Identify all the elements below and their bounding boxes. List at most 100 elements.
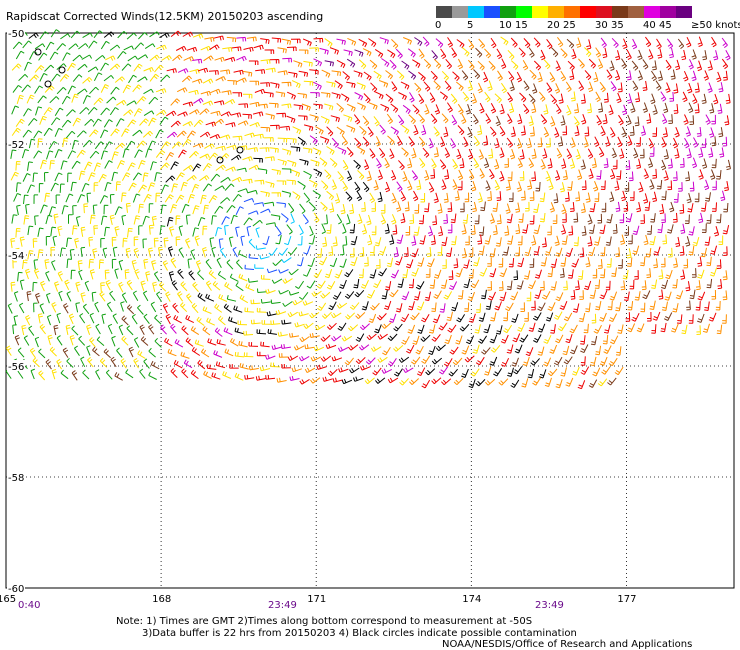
color-swatch bbox=[612, 6, 628, 18]
wind-barb bbox=[255, 227, 260, 238]
wind-barb bbox=[118, 324, 124, 336]
wind-barb bbox=[458, 289, 464, 300]
wind-barb bbox=[711, 114, 716, 125]
wind-barb bbox=[407, 180, 413, 191]
wind-barb bbox=[131, 313, 138, 325]
wind-barb bbox=[710, 245, 718, 255]
wind-barb bbox=[290, 213, 295, 224]
wind-barb bbox=[202, 225, 208, 236]
wind-barb bbox=[238, 340, 248, 348]
wind-barb bbox=[155, 192, 161, 203]
wind-barb bbox=[395, 48, 403, 59]
wind-barb bbox=[253, 202, 265, 207]
wind-barb bbox=[264, 91, 274, 98]
wind-barb bbox=[221, 90, 232, 96]
wind-barb bbox=[691, 70, 697, 82]
wind-barb bbox=[572, 366, 580, 376]
plot-frame bbox=[5, 32, 735, 589]
wind-barb bbox=[50, 117, 61, 126]
wind-barb bbox=[420, 334, 431, 342]
wind-barb bbox=[369, 246, 375, 256]
wind-barb bbox=[121, 292, 128, 303]
wind-barb bbox=[111, 236, 117, 247]
wind-barb bbox=[526, 137, 532, 149]
wind-barb bbox=[77, 63, 88, 71]
wind-barb bbox=[601, 202, 607, 213]
wind-barb bbox=[103, 119, 113, 128]
wind-barb bbox=[385, 70, 393, 80]
wind-barb bbox=[510, 379, 520, 388]
wind-barb bbox=[569, 324, 578, 334]
wind-barb bbox=[579, 247, 585, 258]
wind-barb bbox=[275, 91, 286, 98]
wind-barb bbox=[374, 237, 382, 247]
wind-barb bbox=[139, 324, 145, 335]
wind-barb bbox=[367, 126, 374, 137]
color-scale-label: 0 bbox=[435, 20, 441, 31]
wind-barb bbox=[253, 157, 263, 163]
wind-barb bbox=[650, 213, 656, 223]
wind-barb bbox=[489, 168, 495, 180]
wind-barb bbox=[133, 215, 141, 225]
wind-barb bbox=[33, 194, 39, 204]
wind-barb bbox=[553, 311, 563, 320]
wind-barb bbox=[549, 72, 556, 83]
wind-barb bbox=[177, 111, 188, 117]
wind-barb bbox=[465, 235, 470, 246]
wind-barb bbox=[275, 234, 282, 245]
wind-barb bbox=[33, 259, 39, 270]
wind-barb bbox=[624, 182, 630, 192]
wind-barb bbox=[562, 345, 570, 356]
wind-barb bbox=[66, 357, 74, 368]
wind-barb bbox=[186, 46, 198, 53]
wind-barb bbox=[422, 147, 430, 158]
wind-barb bbox=[99, 195, 109, 204]
wind-barb bbox=[401, 147, 409, 157]
wind-barb bbox=[161, 55, 172, 61]
wind-barb bbox=[344, 291, 355, 299]
wind-barb bbox=[173, 314, 182, 324]
wind-barb bbox=[56, 43, 67, 51]
wind-barb bbox=[487, 291, 496, 301]
wind-barb bbox=[339, 245, 345, 256]
wind-barb bbox=[453, 258, 459, 269]
wind-barb bbox=[23, 108, 32, 117]
wind-barb bbox=[181, 203, 190, 213]
wind-barb bbox=[248, 164, 260, 171]
wind-barb bbox=[660, 91, 667, 102]
wind-barb bbox=[260, 82, 270, 87]
wind-barb bbox=[652, 60, 657, 71]
wind-barb bbox=[579, 290, 584, 300]
wind-barb bbox=[133, 63, 143, 72]
wind-barb bbox=[403, 247, 409, 257]
color-swatch bbox=[628, 6, 644, 18]
wind-barb bbox=[387, 135, 395, 146]
wind-barb bbox=[561, 158, 567, 169]
wind-barb bbox=[206, 364, 217, 370]
wind-barb bbox=[256, 351, 267, 357]
wind-barb bbox=[216, 339, 226, 346]
wind-barb bbox=[82, 369, 90, 380]
wind-barb bbox=[88, 40, 98, 49]
wind-barb bbox=[361, 201, 366, 212]
wind-barb bbox=[39, 115, 47, 125]
wind-barb bbox=[489, 126, 497, 137]
wind-barb bbox=[290, 146, 301, 152]
wind-barb bbox=[197, 292, 206, 302]
wind-barb bbox=[247, 147, 258, 153]
wind-barb bbox=[16, 94, 24, 105]
wind-barb bbox=[404, 201, 410, 212]
wind-barb bbox=[37, 138, 43, 148]
wind-barb bbox=[19, 279, 25, 290]
wind-barb bbox=[277, 331, 288, 337]
wind-barb bbox=[464, 355, 475, 363]
wind-barb bbox=[408, 114, 416, 125]
wind-barb bbox=[142, 172, 149, 182]
wind-barb bbox=[346, 125, 356, 133]
wind-barb bbox=[644, 201, 651, 211]
wind-barb bbox=[510, 126, 516, 137]
wind-barb bbox=[487, 191, 492, 201]
wind-barb bbox=[696, 60, 703, 72]
wind-barb bbox=[100, 84, 110, 93]
wind-barb bbox=[172, 54, 183, 62]
